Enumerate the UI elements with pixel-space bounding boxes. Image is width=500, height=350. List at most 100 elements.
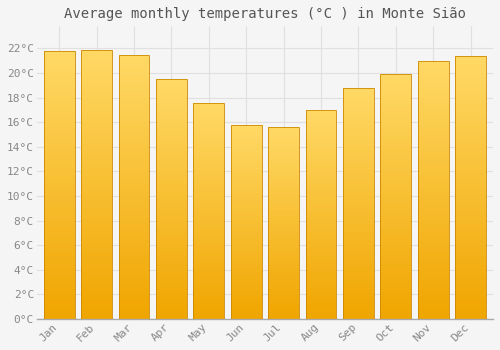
Bar: [418, 236, 448, 239]
Bar: [268, 219, 299, 221]
Bar: [118, 110, 150, 113]
Bar: [306, 218, 336, 220]
Bar: [231, 179, 262, 181]
Bar: [268, 271, 299, 273]
Bar: [380, 170, 411, 172]
Bar: [418, 105, 448, 107]
Bar: [81, 198, 112, 201]
Bar: [118, 195, 150, 197]
Bar: [456, 119, 486, 121]
Bar: [194, 245, 224, 247]
Bar: [268, 229, 299, 231]
Bar: [44, 174, 74, 177]
Bar: [418, 285, 448, 288]
Bar: [81, 246, 112, 249]
Bar: [456, 169, 486, 171]
Bar: [81, 61, 112, 63]
Bar: [418, 226, 448, 229]
Bar: [456, 145, 486, 148]
Bar: [194, 286, 224, 289]
Bar: [118, 290, 150, 293]
Bar: [456, 177, 486, 180]
Bar: [380, 84, 411, 86]
Bar: [306, 166, 336, 168]
Bar: [306, 162, 336, 164]
Bar: [44, 107, 74, 110]
Bar: [456, 180, 486, 182]
Bar: [380, 108, 411, 111]
Bar: [231, 169, 262, 171]
Bar: [380, 270, 411, 272]
Bar: [156, 316, 186, 319]
Bar: [231, 210, 262, 212]
Bar: [44, 131, 74, 134]
Bar: [44, 180, 74, 182]
Bar: [418, 213, 448, 216]
Bar: [81, 82, 112, 85]
Bar: [343, 264, 374, 266]
Bar: [118, 150, 150, 152]
Bar: [306, 120, 336, 122]
Bar: [81, 303, 112, 306]
Bar: [194, 265, 224, 267]
Bar: [44, 64, 74, 67]
Bar: [156, 115, 186, 118]
Bar: [268, 263, 299, 265]
Bar: [343, 273, 374, 275]
Bar: [343, 132, 374, 134]
Bar: [306, 204, 336, 206]
Bar: [81, 306, 112, 308]
Bar: [81, 284, 112, 287]
Bar: [343, 293, 374, 296]
Bar: [306, 223, 336, 225]
Bar: [268, 196, 299, 198]
Bar: [231, 201, 262, 202]
Bar: [306, 262, 336, 265]
Bar: [418, 208, 448, 210]
Bar: [456, 285, 486, 287]
Bar: [456, 274, 486, 277]
Bar: [268, 179, 299, 181]
Bar: [81, 55, 112, 58]
Bar: [156, 304, 186, 307]
Bar: [118, 253, 150, 256]
Bar: [231, 296, 262, 298]
Bar: [81, 144, 112, 147]
Bar: [44, 104, 74, 107]
Bar: [156, 245, 186, 247]
Bar: [231, 228, 262, 230]
Bar: [380, 162, 411, 165]
Bar: [268, 211, 299, 214]
Bar: [194, 165, 224, 167]
Bar: [118, 55, 150, 57]
Bar: [231, 195, 262, 196]
Bar: [81, 230, 112, 233]
Bar: [231, 247, 262, 249]
Bar: [118, 168, 150, 171]
Bar: [343, 120, 374, 122]
Bar: [118, 295, 150, 298]
Bar: [44, 51, 74, 319]
Bar: [343, 233, 374, 236]
Bar: [380, 312, 411, 314]
Bar: [231, 146, 262, 148]
Bar: [231, 315, 262, 317]
Bar: [343, 146, 374, 148]
Bar: [231, 138, 262, 140]
Bar: [306, 191, 336, 194]
Bar: [118, 94, 150, 97]
Bar: [456, 174, 486, 177]
Bar: [268, 166, 299, 167]
Bar: [456, 193, 486, 195]
Bar: [81, 147, 112, 149]
Bar: [44, 51, 74, 54]
Bar: [268, 187, 299, 188]
Bar: [156, 297, 186, 300]
Bar: [118, 155, 150, 158]
Bar: [44, 142, 74, 145]
Bar: [194, 247, 224, 250]
Bar: [81, 171, 112, 174]
Bar: [268, 167, 299, 169]
Bar: [231, 175, 262, 177]
Bar: [456, 56, 486, 58]
